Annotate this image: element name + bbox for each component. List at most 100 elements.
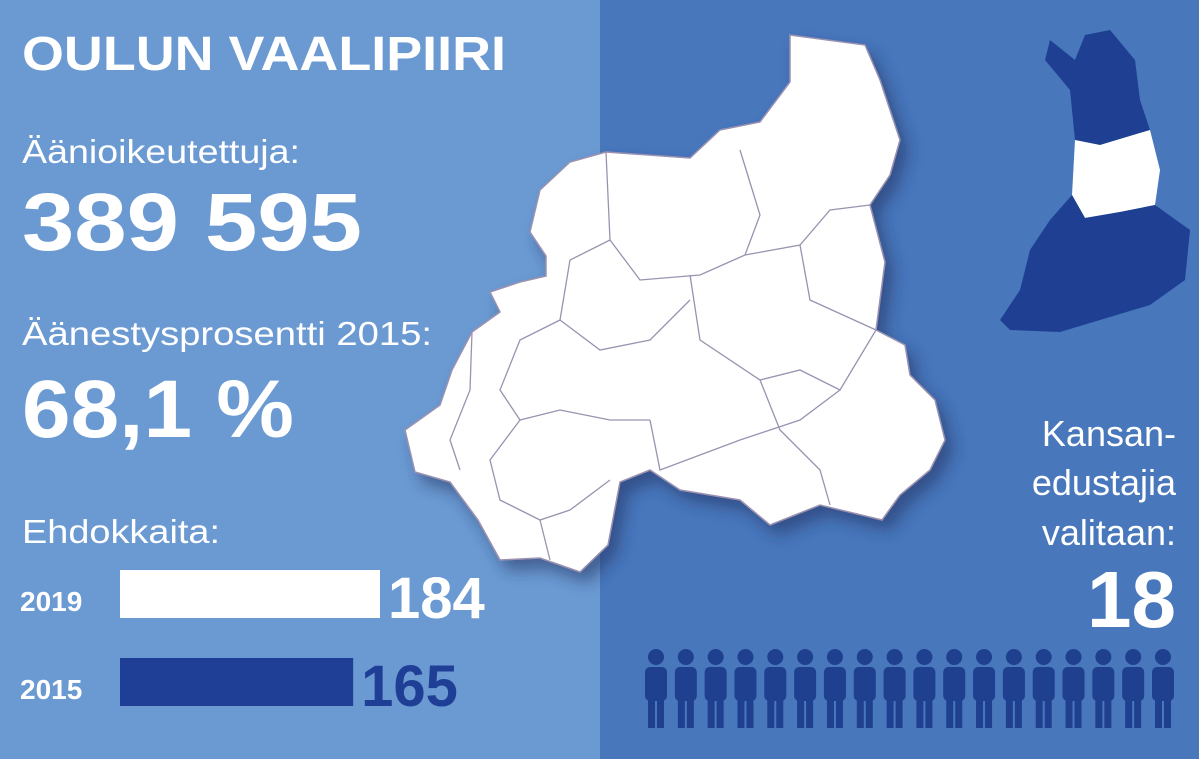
icon-leg bbox=[657, 698, 664, 728]
icon-body bbox=[764, 667, 787, 701]
icon-leg bbox=[707, 698, 715, 728]
person-icon bbox=[1122, 649, 1145, 728]
icon-leg bbox=[1155, 698, 1162, 728]
icon-leg bbox=[1005, 698, 1013, 728]
icon-leg bbox=[1074, 698, 1082, 728]
person-icon bbox=[823, 649, 846, 728]
person-icon bbox=[1092, 649, 1115, 728]
icon-leg bbox=[976, 698, 984, 728]
seats-value: 18 bbox=[1087, 555, 1176, 644]
icon-body bbox=[883, 667, 906, 701]
icon-leg bbox=[1044, 698, 1052, 728]
icon-leg bbox=[925, 698, 933, 728]
icon-leg bbox=[686, 698, 694, 728]
icon-leg bbox=[955, 698, 963, 728]
icon-leg bbox=[895, 698, 903, 728]
icon-leg bbox=[767, 698, 775, 728]
icon-leg bbox=[865, 698, 873, 728]
icon-head bbox=[1065, 649, 1082, 665]
icon-leg bbox=[746, 698, 754, 728]
icon-head bbox=[737, 649, 754, 665]
bar-year: 2019 bbox=[20, 586, 82, 617]
icon-head bbox=[1005, 649, 1022, 665]
person-icon bbox=[704, 649, 727, 728]
icon-leg bbox=[1014, 698, 1022, 728]
icon-body bbox=[973, 667, 996, 701]
turnout-label: Äänestysprosentti 2015: bbox=[22, 315, 432, 352]
icon-head bbox=[946, 649, 963, 665]
person-icon bbox=[883, 649, 906, 728]
eligible-value: 389 595 bbox=[22, 177, 362, 268]
bar-value: 165 bbox=[361, 654, 458, 719]
icon-head bbox=[797, 649, 814, 665]
title: OULUN VAALIPIIRI bbox=[22, 28, 506, 81]
eligible-label: Äänioikeutettuja: bbox=[22, 133, 300, 170]
icon-leg bbox=[946, 698, 954, 728]
icon-body bbox=[674, 667, 697, 701]
person-icon bbox=[764, 649, 787, 728]
icon-leg bbox=[776, 698, 784, 728]
icon-leg bbox=[835, 698, 843, 728]
person-icon bbox=[943, 649, 966, 728]
icon-body bbox=[1002, 667, 1025, 701]
icon-leg bbox=[737, 698, 745, 728]
icon-leg bbox=[826, 698, 834, 728]
icon-body bbox=[1122, 667, 1145, 701]
icon-head bbox=[886, 649, 903, 665]
icon-leg bbox=[806, 698, 814, 728]
icon-leg bbox=[886, 698, 894, 728]
icon-head bbox=[1095, 649, 1112, 665]
icon-head bbox=[648, 649, 664, 665]
person-icon bbox=[794, 649, 817, 728]
icon-leg bbox=[856, 698, 864, 728]
candidates-label: Ehdokkaita: bbox=[22, 513, 220, 550]
icon-leg bbox=[1065, 698, 1073, 728]
person-icon bbox=[1002, 649, 1025, 728]
icon-head bbox=[1155, 649, 1171, 665]
bar-year: 2015 bbox=[20, 674, 82, 705]
icon-head bbox=[767, 649, 784, 665]
icon-head bbox=[856, 649, 873, 665]
icon-head bbox=[976, 649, 993, 665]
icon-leg bbox=[677, 698, 685, 728]
icon-head bbox=[1125, 649, 1142, 665]
icon-head bbox=[707, 649, 724, 665]
icon-head bbox=[677, 649, 694, 665]
icon-leg bbox=[1095, 698, 1103, 728]
person-icon bbox=[645, 649, 667, 728]
turnout-value: 68,1 % bbox=[22, 364, 294, 455]
icon-body bbox=[913, 667, 936, 701]
seats-label: valitaan: bbox=[1042, 512, 1176, 553]
icon-leg bbox=[716, 698, 724, 728]
icon-leg bbox=[1104, 698, 1112, 728]
person-icon bbox=[853, 649, 876, 728]
icon-body bbox=[853, 667, 876, 701]
bar bbox=[120, 658, 354, 706]
icon-leg bbox=[1125, 698, 1133, 728]
icon-body bbox=[734, 667, 757, 701]
person-icon bbox=[734, 649, 757, 728]
icon-body bbox=[704, 667, 727, 701]
icon-body bbox=[943, 667, 966, 701]
icon-leg bbox=[1134, 698, 1142, 728]
icon-body bbox=[794, 667, 817, 701]
icon-body bbox=[1092, 667, 1115, 701]
icon-leg bbox=[1164, 698, 1171, 728]
icon-leg bbox=[1035, 698, 1043, 728]
bar bbox=[120, 570, 380, 618]
person-icon bbox=[913, 649, 936, 728]
icon-head bbox=[826, 649, 843, 665]
icon-leg bbox=[985, 698, 993, 728]
person-icon bbox=[1032, 649, 1055, 728]
icon-body bbox=[1032, 667, 1055, 701]
icon-head bbox=[1035, 649, 1052, 665]
icon-body bbox=[645, 667, 667, 701]
region-map bbox=[404, 34, 946, 573]
icon-leg bbox=[648, 698, 655, 728]
finland-map bbox=[1000, 30, 1190, 332]
person-icon bbox=[674, 649, 697, 728]
person-icon bbox=[1062, 649, 1085, 728]
seats-label: Kansan- bbox=[1042, 413, 1176, 454]
person-icon bbox=[1152, 649, 1174, 728]
